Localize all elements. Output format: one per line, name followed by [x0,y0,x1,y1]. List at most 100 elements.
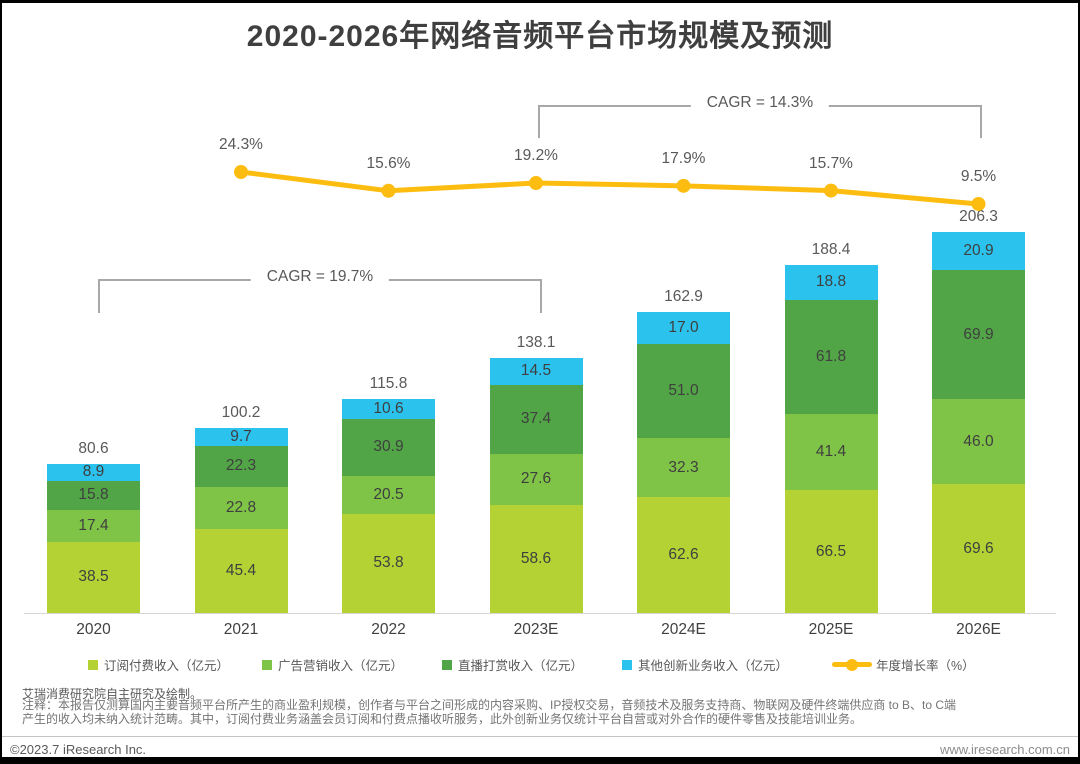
segment-value-label: 18.8 [815,273,847,291]
bar-segment: 8.9 [47,463,140,481]
bar-total-label: 115.8 [369,375,408,393]
footnote-line: 注释：本报告仅测算国内主要音频平台所产生的商业盈利规模，创作者与平台之间形成的内… [22,698,957,712]
segment-value-label: 27.6 [520,470,552,488]
segment-value-label: 14.5 [520,362,552,380]
bar-segment: 53.8 [342,513,435,613]
segment-value-label: 69.9 [963,325,994,343]
segment-value-label: 10.6 [373,399,404,417]
growth-line [238,169,981,207]
segment-value-label: 20.9 [963,242,994,260]
growth-line-point [529,176,543,191]
legend-item-growth-line: 年度增长率（%） [832,655,975,674]
bar-segment: 32.3 [637,437,730,498]
growth-rate-label: 24.3% [219,136,263,153]
bar-total-label: 138.1 [516,333,556,351]
growth-rate-label: 17.9% [661,149,706,167]
bar-total-label: 100.2 [221,403,261,421]
legend-item: 其他创新业务收入（亿元） [622,655,788,674]
growth-rate-label: 9.5% [960,167,997,185]
segment-value-label: 20.5 [373,485,404,503]
legend-line-glyph [832,658,872,671]
cagr-bracket-right: CAGR = 14.3% [538,94,982,138]
x-axis-tick-label: 2022 [371,621,406,638]
segment-value-label: 15.8 [78,486,109,504]
bar-segment: 58.6 [489,504,583,613]
chart-title: 2020-2026年网络音频平台市场规模及预测 [246,20,834,53]
segment-value-label: 53.8 [373,554,404,572]
bar-total-label: 188.4 [811,240,851,258]
segment-value-label: 30.9 [373,438,404,456]
segment-value-label: 62.6 [668,546,699,564]
x-axis-tick-label: 2021 [223,621,259,638]
x-axis-tick-label: 2025E [808,621,854,638]
x-axis-tick-label: 2023E [513,621,559,638]
footnote-line: 产生的收入均未纳入统计范畴。其中，订阅付费业务涵盖会员订阅和付费点播收听服务，此… [22,711,863,726]
bar-segment: 61.8 [784,299,878,414]
segment-value-label: 37.4 [520,410,552,428]
growth-rate-label: 15.7% [809,154,853,172]
segment-value-label: 8.9 [82,463,105,481]
bar-segment: 51.0 [637,343,730,438]
legend-label: 订阅付费收入（亿元） [104,659,230,673]
x-axis-line [24,613,1056,614]
legend-swatch [622,659,632,670]
legend-line-dot [846,658,858,671]
bar-segment: 37.4 [489,384,583,454]
bar-segment: 27.6 [489,453,583,505]
growth-line-point [676,178,691,193]
growth-line-point [824,183,838,198]
bar-segment: 66.5 [784,490,878,613]
chart-canvas: 38.5 17.4 15.8 8.9 80.6 2020 45.4 22.8 22.3 9.7 10… [2,3,1078,757]
copyright-text: ©2023.7 iResearch Inc. [10,742,147,757]
segment-value-label: 41.4 [815,442,847,460]
segment-value-label: 69.6 [963,539,994,557]
segment-value-label: 58.6 [520,549,552,567]
source-credit: 艾瑞消费研究院自主研究及绘制。 [22,687,203,701]
bar-segment: 38.5 [47,541,140,613]
bar-segment: 69.9 [932,270,1025,400]
x-axis-tick-label: 2024E [661,621,706,638]
legend-item: 订阅付费收入（亿元） [88,655,229,674]
segment-value-label: 17.4 [78,516,109,534]
legend-swatch [442,659,452,670]
bar-segment: 20.5 [342,475,435,514]
bar-segment: 20.9 [932,231,1025,271]
segment-value-label: 9.7 [230,427,252,445]
segment-value-label: 22.3 [225,457,257,475]
legend-label: 广告营销收入（亿元） [278,659,404,673]
cagr-right-label: CAGR = 14.3% [690,94,830,112]
footnote: 注释：本报告仅测算国内主要音频平台所产生的商业盈利规模，创作者与平台之间形成的内… [22,698,1068,726]
bar-segment: 18.8 [784,264,878,300]
bar-segment: 9.7 [194,427,288,446]
bar-segment: 62.6 [637,497,730,613]
legend-swatch [88,659,98,670]
bar-total-label: 162.9 [664,288,703,306]
bar-segment: 17.4 [47,509,140,542]
segment-value-label: 32.3 [668,458,699,476]
segment-value-label: 66.5 [815,542,847,560]
cagr-bracket-left: CAGR = 19.7% [98,268,542,313]
bar-segment: 15.8 [47,480,140,510]
bar-segment: 45.4 [194,529,288,613]
bar-segment: 17.0 [637,312,730,344]
bar-segment: 22.8 [194,487,288,530]
bar-segment: 46.0 [932,399,1025,485]
website-link[interactable]: www.iresearch.com.cn [939,742,1070,757]
bar-total-label: 206.3 [959,207,998,225]
bar-segment: 69.6 [932,484,1025,613]
cagr-left-label: CAGR = 19.7% [250,268,390,286]
bar-segment: 30.9 [342,418,435,476]
segment-value-label: 61.8 [815,347,847,365]
segment-value-label: 45.4 [225,562,257,580]
legend-item: 直播打赏收入（亿元） [442,655,583,674]
legend-label: 其他创新业务收入（亿元） [638,659,789,673]
segment-value-label: 17.0 [668,318,699,336]
legend-label: 直播打赏收入（亿元） [458,659,584,673]
x-axis-tick-label: 2020 [76,621,111,638]
legend-label: 年度增长率（%） [876,659,975,673]
segment-value-label: 22.8 [225,499,257,517]
legend-swatch [262,659,272,670]
chart-legend: 订阅付费收入（亿元） 广告营销收入（亿元） 直播打赏收入（亿元） 其他创新业务收入（亿… [2,655,1078,677]
growth-rate-label: 15.6% [366,154,411,172]
